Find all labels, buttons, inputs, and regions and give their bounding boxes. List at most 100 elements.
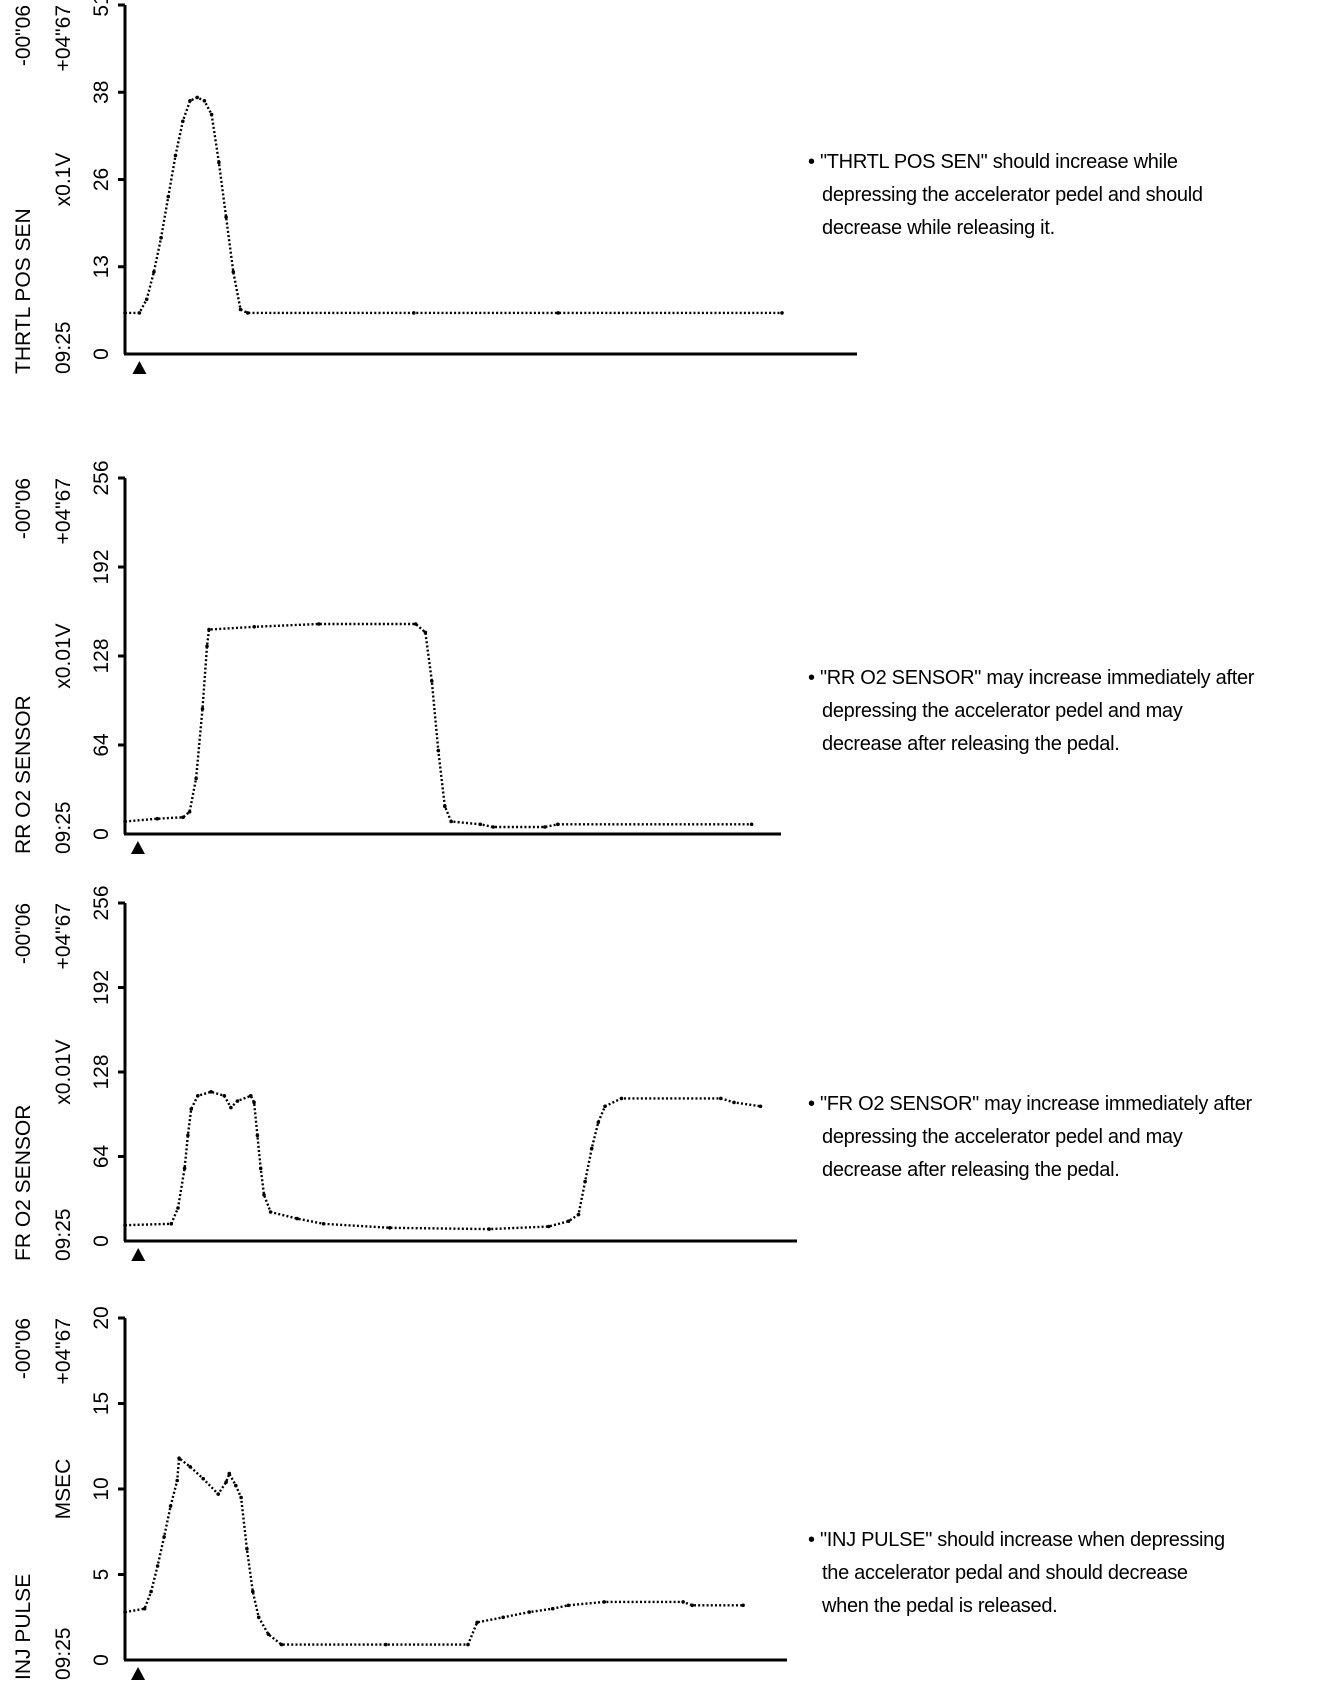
data-point [527, 1610, 531, 1614]
note-line: decrease after releasing the pedal. [822, 733, 1120, 755]
data-point [556, 822, 560, 827]
data-point [123, 311, 127, 315]
data-point [188, 99, 192, 103]
note-text: "RR O2 SENSOR" may increase immediately … [819, 667, 1255, 689]
data-point [173, 153, 178, 158]
data-point [176, 1206, 180, 1210]
data-point [589, 1146, 594, 1151]
series-line [124, 622, 752, 829]
note-line: depressing the accelerator pedel and may [822, 1126, 1183, 1148]
data-point [169, 1222, 174, 1226]
data-point [583, 1179, 587, 1184]
unit-label: MSEC [52, 1459, 75, 1520]
data-point [175, 1478, 179, 1483]
data-point [224, 215, 228, 219]
data-point [224, 1480, 228, 1484]
data-point [205, 644, 209, 649]
data-point [262, 1193, 266, 1197]
note-text: "THRTL POS SEN" should increase while [819, 151, 1178, 173]
data-point [209, 112, 214, 117]
data-point [231, 270, 236, 274]
series-line [124, 1455, 744, 1646]
data-point [413, 622, 418, 626]
data-point [239, 1495, 243, 1500]
data-point [123, 819, 127, 824]
y-tick-label: 128 [90, 1054, 113, 1089]
data-point [566, 1603, 571, 1608]
trigger-marker-icon [131, 1667, 146, 1680]
data-point [238, 307, 243, 312]
y-tick-label: 51 [90, 0, 113, 17]
data-point [449, 819, 454, 824]
data-point [681, 1600, 685, 1604]
data-point [200, 707, 205, 711]
cursor-start-time: -00"06 [12, 478, 35, 539]
data-point [443, 804, 447, 808]
note-thrtl-pos-sen: • "THRTL POS SEN" should increase while … [808, 146, 1203, 245]
chart-fr-o2-sensor: 0 64 128 192 256 FR O2 SENSOR -00"06 09:25 x0.01… [12, 885, 797, 1261]
data-point [252, 1100, 256, 1105]
data-point [123, 1223, 127, 1227]
data-point [596, 1120, 601, 1124]
data-point [182, 1166, 187, 1171]
y-tick-label: 26 [90, 168, 113, 191]
trigger-marker-icon [132, 361, 147, 374]
data-point [188, 1465, 192, 1469]
cursor-end-time: +04"67 [52, 478, 75, 544]
data-point [155, 816, 160, 821]
data-point [251, 1589, 255, 1594]
data-point [137, 311, 142, 315]
data-point [466, 1642, 470, 1647]
note-line: • "INJ PULSE" should increase when depre… [808, 1529, 1225, 1551]
data-point [546, 1224, 551, 1229]
data-point [201, 1476, 205, 1481]
data-point [166, 194, 171, 199]
data-point [227, 1471, 232, 1476]
data-point [603, 1104, 607, 1109]
chart-rr-o2-sensor: 0 64 128 192 256 RR O2 SENSOR -00"06 09:25 x0.01… [12, 460, 781, 854]
data-point [719, 1096, 723, 1101]
data-point [295, 1216, 299, 1221]
data-point [181, 119, 185, 124]
data-point [566, 1219, 571, 1223]
note-line: decrease while releasing it. [822, 217, 1055, 239]
data-point [317, 622, 321, 626]
data-point [690, 1603, 694, 1608]
data-point [321, 1222, 326, 1226]
cursor-end-time: +04"67 [52, 903, 75, 969]
parameter-name: FR O2 SENSOR [12, 1105, 35, 1261]
data-point [216, 1492, 220, 1496]
data-point [436, 748, 441, 753]
data-point [430, 679, 434, 683]
y-tick-label: 0 [90, 1235, 113, 1247]
unit-label: x0.01V [52, 623, 75, 688]
note-inj-pulse: • "INJ PULSE" should increase when depre… [808, 1524, 1225, 1623]
data-point [732, 1100, 736, 1105]
data-point [194, 776, 198, 781]
data-point [478, 822, 483, 827]
y-tick-label: 10 [90, 1477, 113, 1500]
data-point [196, 1094, 200, 1098]
note-text: "FR O2 SENSOR" may increase immediately … [819, 1093, 1252, 1115]
y-tick-label: 15 [90, 1392, 113, 1415]
data-point [758, 1104, 763, 1109]
y-tick-label: 5 [90, 1569, 113, 1581]
data-point [217, 160, 221, 165]
y-tick-label: 128 [90, 638, 113, 673]
chart-thrtl-pos-sen: 0 13 26 38 51 THRTL POS SEN -00"06 09:25 x0.1V +0… [12, 0, 857, 374]
note-line: the accelerator pedal and should decreas… [822, 1562, 1188, 1584]
data-point [550, 1606, 555, 1611]
time-label: 09:25 [52, 321, 75, 374]
note-line: depressing the accelerator pedel and sho… [822, 184, 1203, 206]
cursor-end-time: +04"67 [52, 1318, 75, 1384]
data-point [543, 825, 547, 829]
data-point [202, 99, 207, 103]
y-tick-label: 20 [90, 1306, 113, 1329]
data-point [249, 1094, 253, 1098]
y-tick-label: 256 [90, 460, 113, 495]
data-point [619, 1096, 624, 1101]
note-line: depressing the accelerator pedel and may [822, 700, 1183, 722]
data-point [423, 630, 428, 635]
y-tick-label: 64 [90, 733, 113, 757]
